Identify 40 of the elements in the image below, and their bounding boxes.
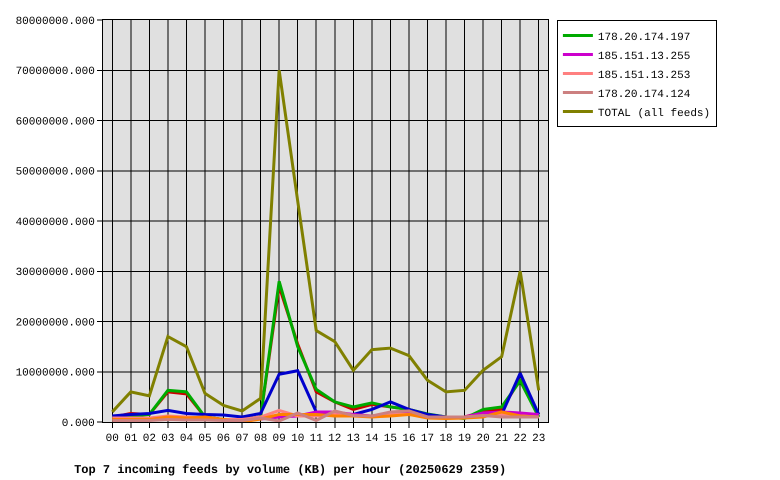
legend-label: 185.151.13.253: [598, 70, 690, 82]
x-tick-label: 10: [291, 433, 304, 446]
x-tick-label: 13: [346, 433, 360, 446]
y-tick-label: 60000000.000: [16, 116, 95, 128]
y-tick-label: 70000000.000: [16, 66, 95, 78]
x-tick-label: 17: [420, 433, 434, 446]
y-tick-label: 10000000.000: [16, 368, 95, 380]
line-series: [110, 68, 540, 414]
x-tick-label: 12: [328, 433, 342, 446]
y-tick-label: 40000000.000: [16, 216, 95, 229]
x-tick-label: 01: [124, 433, 138, 446]
y-tick-label: 0.000: [62, 418, 95, 430]
legend-label: 178.20.174.124: [598, 88, 691, 101]
x-tick-label: 18: [439, 433, 453, 446]
x-tick-label: 05: [198, 433, 212, 446]
x-tick-label: 03: [161, 433, 174, 446]
x-tick-label: 15: [384, 433, 397, 446]
x-tick-label: 19: [458, 433, 472, 446]
x-tick-label: 22: [514, 433, 527, 446]
x-tick-label: 08: [254, 433, 268, 446]
x-tick-label: 04: [180, 433, 194, 446]
x-tick-label: 21: [495, 433, 509, 446]
x-tick-label: 02: [142, 433, 156, 446]
y-tick-label: 50000000.000: [16, 166, 95, 179]
legend-label: TOTAL (all feeds): [598, 108, 710, 120]
x-tick-label: 14: [365, 433, 379, 446]
x-tick-label: 23: [532, 433, 546, 446]
x-tick-label: 00: [106, 433, 119, 446]
x-tick-label: 09: [272, 433, 286, 446]
x-tick-label: 06: [216, 433, 230, 446]
y-tick-label: 30000000.000: [16, 267, 95, 280]
y-tick-label: 20000000.000: [16, 317, 95, 330]
text: Top 7 incoming feeds by volume (KB) per hour (20250629 2359): [74, 462, 506, 477]
x-tick-label: 07: [235, 433, 249, 446]
x-tick-label: 16: [402, 433, 416, 446]
x-tick-label: 20: [476, 433, 490, 446]
legend-label: 178.20.174.197: [598, 32, 690, 44]
legend-label: 185.151.13.255: [598, 50, 690, 63]
y-tick-label: 80000000.000: [16, 16, 95, 28]
x-tick-label: 11: [310, 433, 324, 446]
